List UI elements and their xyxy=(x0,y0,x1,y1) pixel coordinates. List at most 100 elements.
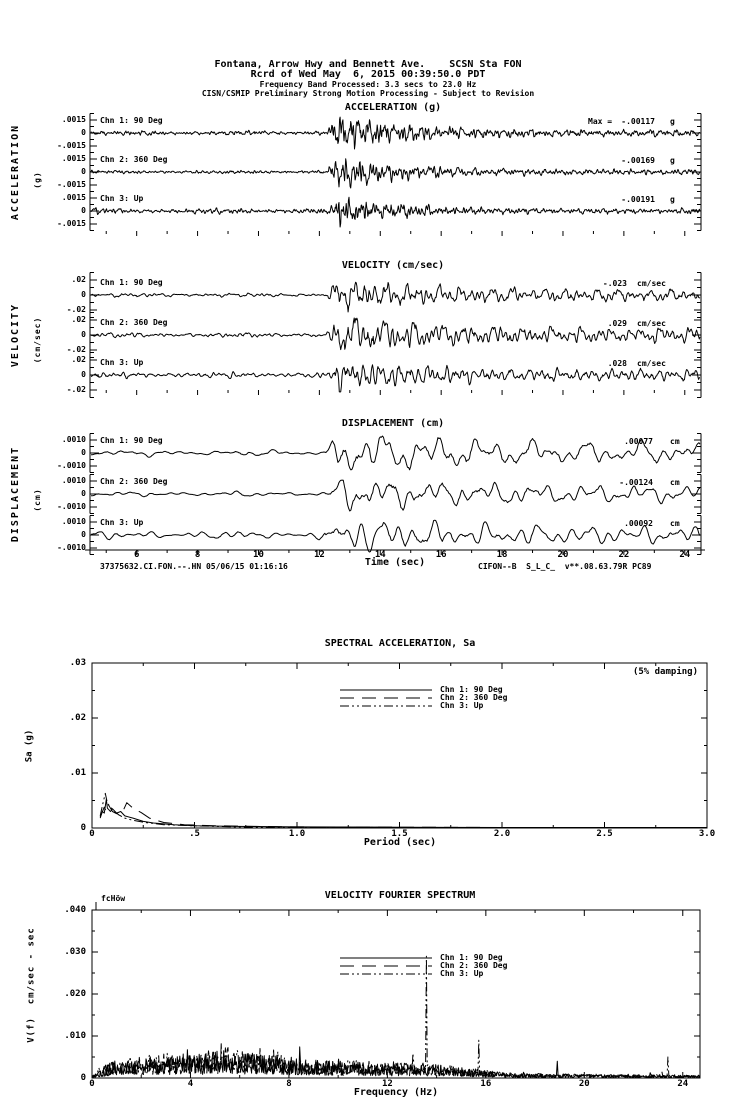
max-value-label: -.00124 xyxy=(619,478,653,487)
y-tick-label: -.0010 xyxy=(57,461,86,470)
y-tick-label: .0010 xyxy=(61,476,86,485)
fs-y-tick-label: 0 xyxy=(80,1073,86,1083)
legend-label: Chn 1: 90 Deg xyxy=(440,953,503,962)
y-tick-label: 0 xyxy=(81,206,86,215)
y-tick-label: .0015 xyxy=(61,193,86,202)
y-tick-label: .02 xyxy=(71,315,86,324)
max-prefix-label: Max = xyxy=(588,117,613,126)
fourier-y-axis-label: V(f) cm/sec - sec xyxy=(26,927,37,1043)
sa-y-tick-label: .03 xyxy=(69,658,86,668)
max-unit-label: cm xyxy=(670,519,680,528)
max-unit-label: cm xyxy=(670,478,680,487)
max-unit-label: g xyxy=(670,195,675,204)
y-tick-label: 0 xyxy=(81,128,86,137)
header-disclaimer-line: CISN/CSMIP Preliminary Strong Motion Pro… xyxy=(201,89,535,98)
legend-label: Chn 3: Up xyxy=(440,969,484,978)
y-tick-label: .0010 xyxy=(61,435,86,444)
y-tick-label: 0 xyxy=(81,167,86,176)
max-unit-label: cm xyxy=(670,437,680,446)
x-tick-label: 14 xyxy=(374,550,386,560)
sa-x-tick-label: 1.5 xyxy=(391,829,408,839)
max-value-label: .029 xyxy=(607,319,627,328)
channel-label: Chn 1: 90 Deg xyxy=(100,116,163,125)
record-id-footer: 37375632.CI.FON.--.HN 05/06/15 01:16:16 xyxy=(100,562,288,571)
max-unit-label: g xyxy=(670,156,675,165)
y-tick-label: .0015 xyxy=(61,154,86,163)
max-unit-label: cm/sec xyxy=(637,279,666,288)
max-value-label: .00077 xyxy=(624,437,653,446)
y-tick-label: 0 xyxy=(81,530,86,539)
x-tick-label: 22 xyxy=(618,550,630,560)
sa-x-tick-label: 2.0 xyxy=(493,829,511,839)
header-record-line: Rcrd of Wed May 6, 2015 00:39:50.0 PDT xyxy=(250,69,486,80)
frequency-axis-label: Frequency (Hz) xyxy=(353,1087,439,1098)
fs-y-tick-label: .040 xyxy=(64,905,86,915)
legend-label: Chn 2: 360 Deg xyxy=(440,693,508,702)
velocity-section-title: VELOCITY (cm/sec) xyxy=(341,260,445,271)
period-axis-label: Period (sec) xyxy=(363,837,437,848)
y-tick-label: -.02 xyxy=(66,385,86,394)
x-tick-label: 10 xyxy=(253,550,264,560)
y-tick-label: -.0015 xyxy=(57,141,86,150)
x-tick-label: 12 xyxy=(313,550,325,560)
channel-label: Chn 3: Up xyxy=(100,194,144,203)
max-value-label: -.023 xyxy=(602,279,627,288)
time-axis-label: Time (sec) xyxy=(364,557,426,568)
y-tick-label: 0 xyxy=(81,330,86,339)
sa-y-tick-label: 0 xyxy=(80,823,86,833)
x-tick-label: 6 xyxy=(133,550,140,560)
y-tick-label: .02 xyxy=(71,355,86,364)
acceleration-axis-label: ACCELERATION xyxy=(9,123,21,221)
fs-x-tick-label: 24 xyxy=(677,1079,689,1089)
velocity-axis-label: VELOCITY xyxy=(9,302,21,368)
displacement-axis-label: DISPLACEMENT xyxy=(9,445,21,543)
y-tick-label: -.02 xyxy=(66,305,86,314)
y-tick-label: .0010 xyxy=(61,517,86,526)
sa-y-axis-label: Sa (g) xyxy=(24,729,35,763)
y-tick-label: -.02 xyxy=(66,345,86,354)
y-tick-label: 0 xyxy=(81,448,86,457)
fs-x-tick-label: 12 xyxy=(381,1079,393,1089)
y-tick-label: 0 xyxy=(81,489,86,498)
y-tick-label: -.0010 xyxy=(57,502,86,511)
sa-y-tick-label: .02 xyxy=(69,713,86,723)
max-value-label: .028 xyxy=(607,359,627,368)
damping-annotation: (5% damping) xyxy=(632,667,698,677)
channel-label: Chn 3: Up xyxy=(100,358,144,367)
fs-x-tick-label: 20 xyxy=(578,1079,590,1089)
fs-y-tick-label: .020 xyxy=(64,989,86,999)
fourier-chart-title: VELOCITY FOURIER SPECTRUM xyxy=(324,890,476,901)
y-tick-label: -.0010 xyxy=(57,543,86,552)
filter-corner-label: fcHöw xyxy=(101,894,126,903)
sa-chart-title: SPECTRAL ACCELERATION, Sa xyxy=(324,638,476,649)
legend-label: Chn 1: 90 Deg xyxy=(440,685,503,694)
displacement-section-title: DISPLACEMENT (cm) xyxy=(341,418,445,429)
channel-label: Chn 2: 360 Deg xyxy=(100,477,168,486)
fs-y-tick-label: .030 xyxy=(64,947,86,957)
header-station-line: Fontana, Arrow Hwy and Bennett Ave. SCSN… xyxy=(214,59,522,70)
y-tick-label: 0 xyxy=(81,370,86,379)
sa-y-tick-label: .01 xyxy=(69,768,86,778)
displacement-axis-unit: (cm) xyxy=(32,488,42,512)
max-value-label: .00092 xyxy=(624,519,653,528)
max-value-label: -.00191 xyxy=(621,195,655,204)
acceleration-axis-unit: (g) xyxy=(32,171,42,189)
max-value-label: -.00169 xyxy=(621,156,655,165)
max-unit-label: cm/sec xyxy=(637,359,666,368)
channel-label: Chn 2: 360 Deg xyxy=(100,155,168,164)
fs-x-tick-label: 0 xyxy=(89,1079,95,1089)
max-value-label: -.00117 xyxy=(621,117,655,126)
channel-label: Chn 1: 90 Deg xyxy=(100,436,163,445)
sa-x-tick-label: 2.5 xyxy=(596,829,613,839)
acceleration-section-title: ACCELERATION (g) xyxy=(344,102,442,113)
channel-label: Chn 2: 360 Deg xyxy=(100,318,168,327)
x-tick-label: 16 xyxy=(435,550,447,560)
processing-version-footer: CIFON--B S_L_C_ v**.08.63.79R PC89 xyxy=(478,562,652,571)
channel-label: Chn 3: Up xyxy=(100,518,144,527)
y-tick-label: -.0015 xyxy=(57,219,86,228)
fs-x-tick-label: 16 xyxy=(480,1079,492,1089)
max-unit-label: cm/sec xyxy=(637,319,666,328)
x-tick-label: 20 xyxy=(557,550,569,560)
